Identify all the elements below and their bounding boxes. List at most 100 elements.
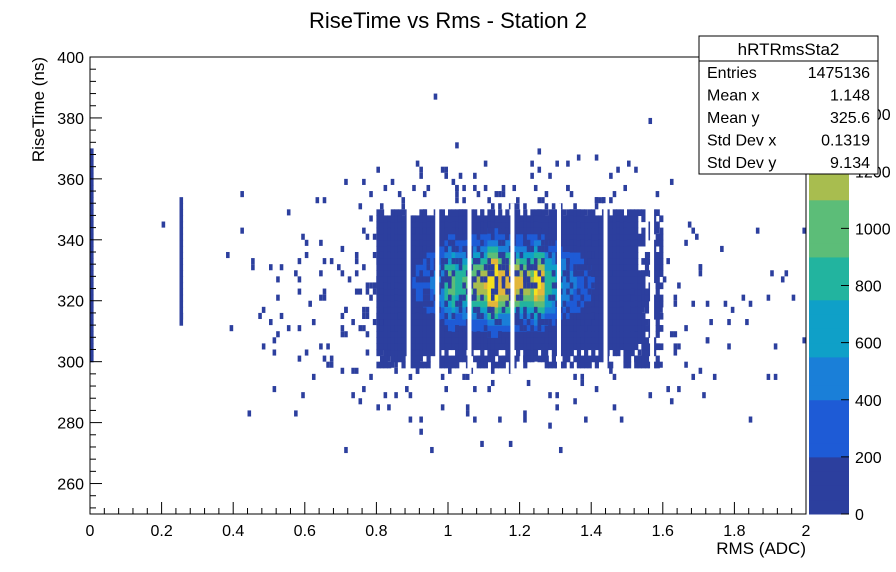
heatmap-cell: [630, 270, 635, 277]
heatmap-cell: [659, 227, 664, 235]
heatmap-cell: [587, 288, 592, 295]
heatmap-cell: [383, 239, 388, 247]
heatmap-cell: [376, 319, 381, 326]
heatmap-cell: [455, 227, 460, 235]
x-tick-label: 0.8: [365, 523, 387, 540]
heatmap-cell: [523, 258, 528, 265]
heatmap-cell: [505, 325, 510, 332]
heatmap-cell: [652, 245, 657, 253]
heatmap-cell: [90, 294, 94, 302]
heatmap-cell: [537, 221, 542, 229]
heatmap-cell: [469, 349, 474, 357]
heatmap-cell: [440, 288, 446, 296]
heatmap-cell: [376, 337, 381, 344]
heatmap-cell: [494, 300, 499, 308]
heatmap-cell: [362, 312, 366, 320]
heatmap-cell: [609, 264, 614, 271]
heatmap-cell: [609, 172, 613, 179]
heatmap-cell: [526, 239, 531, 246]
heatmap-cell: [430, 233, 434, 240]
heatmap-cell: [698, 264, 703, 271]
heatmap-cell: [458, 288, 463, 296]
heatmap-cell: [505, 349, 510, 357]
heatmap-cell: [362, 386, 366, 393]
heatmap-cell: [390, 306, 395, 314]
heatmap-cell: [616, 306, 621, 314]
heatmap-cell: [397, 227, 403, 235]
heatmap-cell: [426, 184, 431, 192]
heatmap-cell: [659, 264, 663, 271]
heatmap-cell: [365, 233, 370, 240]
heatmap-cell: [627, 233, 632, 241]
heatmap-cell: [584, 306, 589, 314]
heatmap-cell: [580, 325, 585, 332]
heatmap-cell: [476, 221, 481, 229]
heatmap-cell: [591, 331, 596, 338]
heatmap-cell: [652, 337, 657, 344]
heatmap-cell: [401, 337, 406, 344]
heatmap-cell: [612, 325, 617, 332]
heatmap-cell: [580, 379, 585, 387]
heatmap-cell: [684, 325, 688, 332]
heatmap-cell: [369, 373, 373, 380]
heatmap-cell: [533, 239, 539, 247]
heatmap-cell: [448, 209, 453, 217]
heatmap-cell: [584, 349, 589, 357]
heatmap-cell: [440, 264, 445, 271]
heatmap-cell: [437, 215, 442, 223]
heatmap-cell: [415, 361, 420, 369]
heatmap-cell: [476, 312, 481, 320]
heatmap-cell: [437, 312, 442, 320]
heatmap-cell: [440, 300, 446, 308]
heatmap-cell: [598, 355, 603, 363]
heatmap-cell: [390, 300, 395, 308]
heatmap-cell: [422, 282, 428, 290]
heatmap-cell: [634, 282, 638, 289]
heatmap-cell: [365, 282, 370, 289]
heatmap-cell: [741, 294, 746, 301]
heatmap-cell: [426, 215, 431, 222]
heatmap-cell: [408, 227, 413, 235]
heatmap-cell: [537, 306, 542, 314]
heatmap-cell: [462, 209, 466, 216]
heatmap-cell: [609, 197, 613, 204]
heatmap-cell: [161, 221, 166, 228]
heatmap-cell: [319, 294, 323, 301]
heatmap-cell: [566, 306, 570, 313]
heatmap-cell: [487, 270, 491, 277]
heatmap-cell: [523, 276, 527, 283]
heatmap-cell: [444, 300, 448, 307]
heatmap-cell: [523, 203, 527, 210]
heatmap-cell: [430, 343, 435, 351]
x-tick-label: 0.2: [150, 523, 172, 540]
heatmap-cell: [551, 306, 556, 314]
heatmap-cell: [462, 282, 466, 289]
heatmap-cell: [526, 379, 531, 387]
heatmap-cell: [630, 349, 635, 357]
heatmap-cell: [451, 337, 456, 344]
heatmap-cell: [397, 191, 402, 198]
heatmap-cell: [487, 233, 492, 241]
heatmap-cell: [490, 325, 496, 332]
heatmap-cell: [408, 331, 413, 338]
heatmap-cell: [408, 325, 413, 332]
heatmap-cell: [544, 337, 549, 344]
heatmap-cell: [90, 282, 94, 290]
heatmap-cell: [587, 355, 592, 363]
heatmap-cell: [376, 227, 381, 235]
heatmap-cell: [90, 312, 94, 320]
heatmap-cell: [440, 282, 445, 289]
heatmap-cell: [569, 325, 574, 332]
z-tick-label: 0: [855, 507, 864, 524]
heatmap-cell: [440, 355, 446, 363]
heatmap-cell: [462, 312, 467, 320]
heatmap-cell: [483, 319, 488, 326]
heatmap-cell: [627, 209, 632, 217]
heatmap-cell: [311, 373, 316, 380]
heatmap-cell: [802, 337, 806, 344]
heatmap-cell: [351, 319, 355, 326]
heatmap-cell: [394, 264, 399, 271]
heatmap-cell: [408, 392, 413, 399]
heatmap-cell: [505, 282, 510, 290]
x-tick-label: 1: [444, 523, 453, 540]
